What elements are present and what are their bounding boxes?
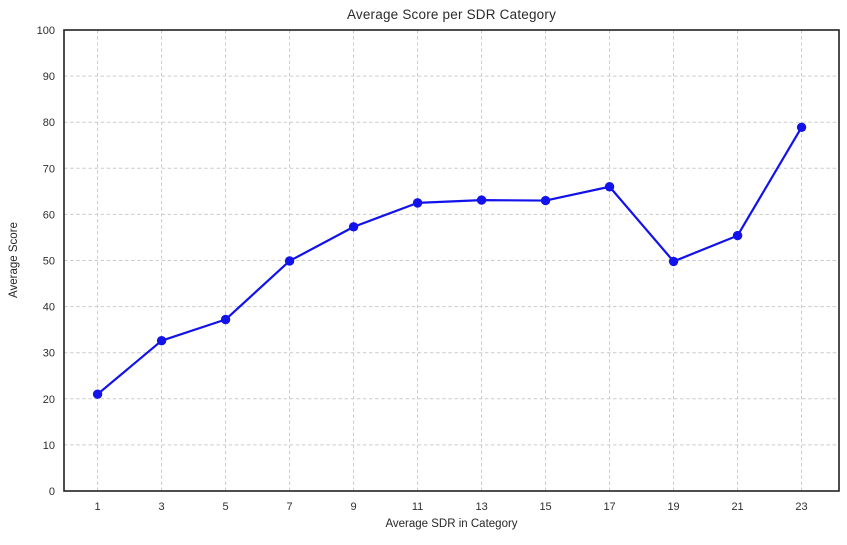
data-point: [540, 195, 551, 206]
data-series-line: [96, 126, 803, 396]
x-tick-label: 15: [539, 501, 551, 513]
data-point: [156, 336, 167, 346]
data-point: [476, 195, 487, 205]
x-tick-label: 9: [351, 501, 357, 513]
y-tick-label: 70: [43, 163, 55, 175]
data-point: [412, 198, 423, 208]
x-tick-label: 13: [475, 501, 487, 513]
data-point: [796, 122, 807, 132]
x-tick-label: 21: [731, 501, 743, 513]
y-tick-label: 20: [43, 394, 55, 406]
data-point: [668, 256, 679, 267]
y-tick-label: 100: [37, 25, 55, 37]
x-axis-label: Average SDR in Category: [385, 518, 518, 530]
x-tick-label: 7: [287, 501, 293, 513]
x-tick-label: 3: [159, 501, 165, 513]
data-point: [604, 182, 615, 192]
x-tick-label: 1: [95, 501, 101, 513]
x-tick-label: 17: [603, 501, 615, 513]
y-tick-label: 60: [43, 209, 55, 221]
y-tick-label: 90: [43, 71, 55, 83]
y-tick-label: 10: [43, 440, 55, 452]
axes-spines: [63, 29, 840, 492]
y-tick-label: 30: [43, 348, 55, 360]
data-point: [92, 389, 103, 399]
y-tick-label: 40: [43, 302, 55, 314]
y-tick-label: 80: [43, 117, 55, 129]
x-tick-label: 19: [667, 501, 679, 513]
data-point: [284, 256, 295, 266]
data-point: [732, 230, 743, 241]
y-tick-label: 0: [49, 486, 55, 498]
data-point: [220, 314, 231, 325]
y-tick-label: 50: [43, 256, 55, 268]
chart-title: Average Score per SDR Category: [346, 7, 557, 22]
x-tick-label: 11: [412, 501, 423, 513]
x-tick-label: 23: [795, 501, 807, 513]
data-point: [348, 222, 359, 232]
x-tick-label: 5: [223, 501, 229, 513]
